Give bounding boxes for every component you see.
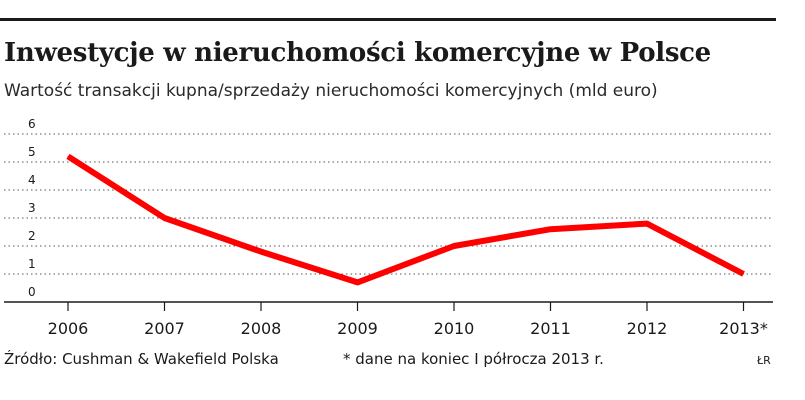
data-point-2006 <box>67 155 69 157</box>
x-tick-label-2007: 2007 <box>144 319 185 338</box>
series-line-0 <box>66 153 745 286</box>
y-tick-label-1: 1 <box>28 257 36 271</box>
gridlines <box>4 133 773 275</box>
data-point-2010 <box>453 245 455 247</box>
author-signature: ŁR <box>757 354 771 367</box>
y-tick-label-0: 0 <box>28 285 36 299</box>
x-ticks <box>67 302 745 311</box>
data-point-2008 <box>260 251 262 253</box>
y-tick-label-2: 2 <box>28 229 36 243</box>
x-tick-label-2011: 2011 <box>530 319 571 338</box>
x-tick-label-2010: 2010 <box>434 319 475 338</box>
x-tick-label-2008: 2008 <box>241 319 282 338</box>
x-tick-label-2012: 2012 <box>627 319 668 338</box>
x-tick-label-2009: 2009 <box>337 319 378 338</box>
x-tick-label-2006: 2006 <box>48 319 89 338</box>
x-tick-labels: 2006 2007 2008 2009 2010 2011 2012 2013* <box>48 319 768 338</box>
x-tick-label-2013: 2013* <box>719 319 768 338</box>
footnote: * dane na koniec I półrocza 2013 r. <box>343 350 604 368</box>
data-point-2007 <box>164 217 165 219</box>
chart-subtitle: Wartość transakcji kupna/sprzedaży nieru… <box>4 81 658 101</box>
series-layer <box>66 153 745 286</box>
y-tick-label-4: 4 <box>28 173 36 187</box>
chart-title: Inwestycje w nieruchomości komercyjne w … <box>4 38 711 68</box>
y-tick-labels: 0 1 2 3 4 5 6 <box>28 117 36 299</box>
y-tick-label-6: 6 <box>28 117 36 131</box>
source-note: Źródło: Cushman & Wakefield Polska <box>4 350 279 368</box>
y-tick-label-3: 3 <box>28 201 36 215</box>
data-point-2011 <box>550 228 551 230</box>
top-rule <box>0 18 776 21</box>
y-tick-label-5: 5 <box>28 145 36 159</box>
data-point-2012 <box>646 223 648 225</box>
data-point-2013 <box>743 273 744 275</box>
data-point-2009 <box>357 281 358 283</box>
